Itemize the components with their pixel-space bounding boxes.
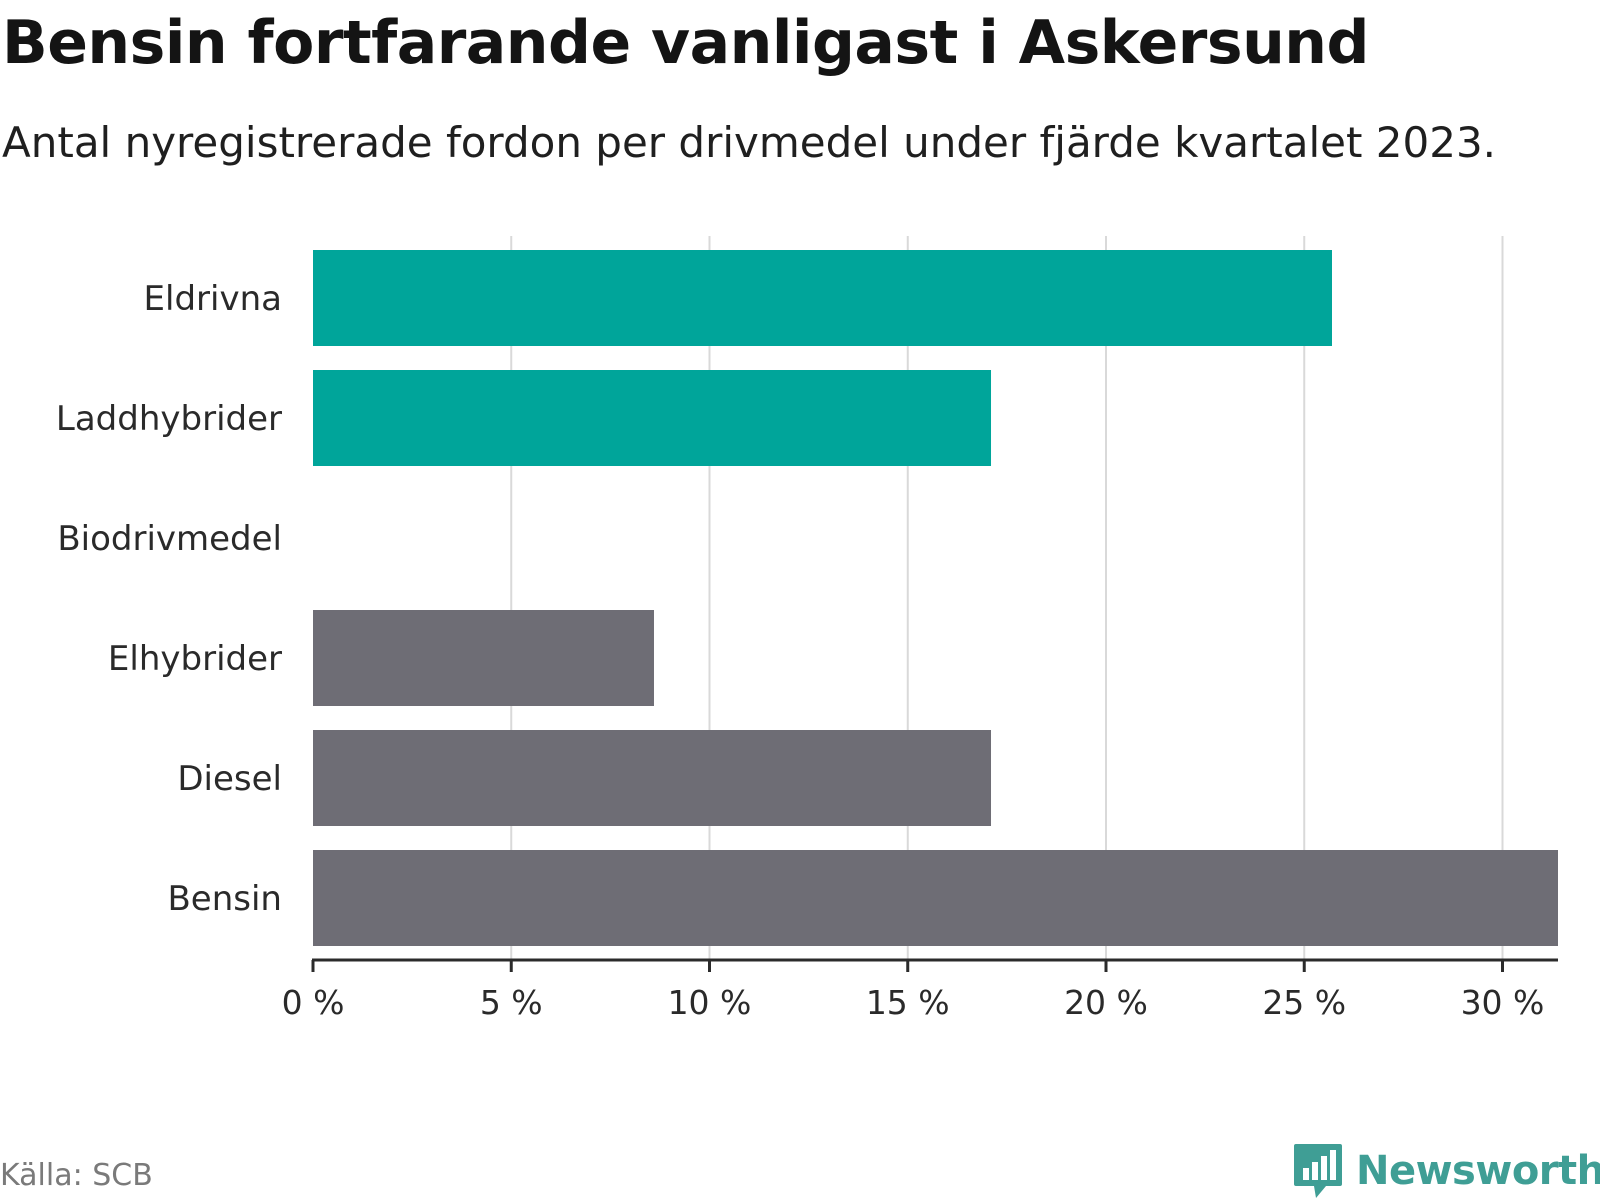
x-tick-label-15: 15 %	[866, 983, 950, 1022]
bar-chart: Eldrivna Laddhybrider Biodrivmedel Elhybrid…	[56, 236, 1558, 1022]
category-label-elhybrider: Elhybrider	[108, 639, 282, 679]
x-tick-label-5: 5 %	[480, 983, 543, 1022]
chart-title: Bensin fortfarande vanligast i Askersund	[2, 8, 1369, 78]
bar-chart-speech-bubble-icon	[1294, 1144, 1342, 1198]
bar-diesel	[313, 730, 992, 826]
bars	[313, 250, 1558, 946]
category-label-eldrivna: Eldrivna	[144, 279, 282, 319]
newsworthy-logo: Newsworthy	[1292, 1142, 1600, 1200]
category-label-bensin: Bensin	[167, 879, 282, 919]
category-labels: Eldrivna Laddhybrider Biodrivmedel Elhybrid…	[56, 279, 282, 919]
x-tick-label-20: 20 %	[1064, 983, 1148, 1022]
category-label-diesel: Diesel	[177, 759, 282, 799]
bar-bensin	[313, 850, 1558, 946]
brand-name: Newsworthy	[1356, 1148, 1600, 1194]
grid-lines	[510, 236, 1504, 960]
x-tick-label-10: 10 %	[668, 983, 752, 1022]
chart-subtitle: Antal nyregistrerade fordon per drivmede…	[2, 118, 1497, 167]
x-tick-label-30: 30 %	[1461, 983, 1545, 1022]
bar-eldrivna	[313, 250, 1332, 346]
source-note: Källa: SCB	[0, 1158, 153, 1193]
x-tick-label-0: 0 %	[282, 983, 345, 1022]
category-label-biodrivmedel: Biodrivmedel	[57, 519, 282, 559]
bar-laddhybrider	[313, 370, 992, 466]
category-label-laddhybrider: Laddhybrider	[56, 399, 282, 439]
bar-elhybrider	[313, 610, 654, 706]
x-axis: 0 % 5 % 10 % 15 % 20 % 25 % 30 %	[282, 958, 1558, 1022]
x-tick-label-25: 25 %	[1262, 983, 1346, 1022]
